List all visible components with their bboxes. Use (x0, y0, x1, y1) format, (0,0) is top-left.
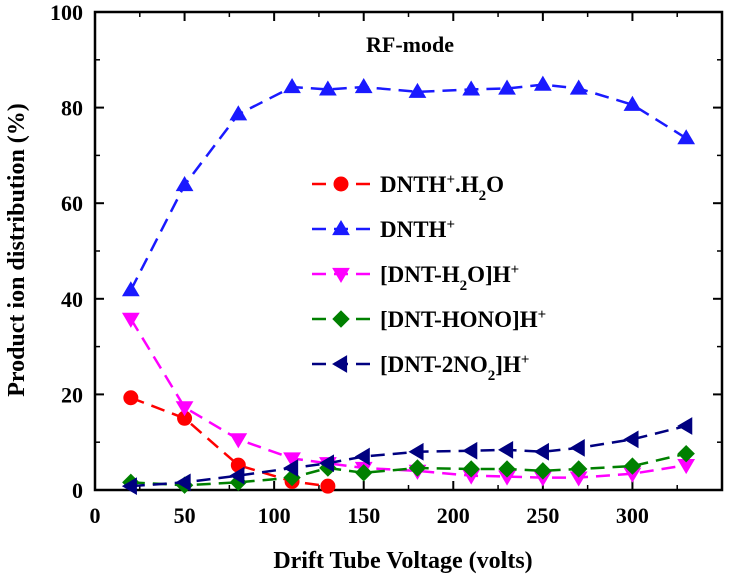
data-point-dnt-2no2-h (175, 473, 191, 492)
data-point-dnt-2no2-h (354, 447, 370, 466)
data-point-dnth (623, 95, 642, 111)
legend-marker-dnt-2no2-h (332, 355, 348, 373)
y-tick-label: 60 (61, 191, 83, 216)
data-point-dnth (175, 176, 194, 192)
data-point-dnt-hono-h (355, 464, 373, 482)
y-axis-label: Product ion distribution (%) (4, 103, 30, 397)
x-tick-label: 300 (616, 503, 649, 528)
data-point-dnt-hono-h (534, 462, 552, 480)
data-point-dnth (229, 105, 248, 121)
y-tick-label: 100 (50, 0, 83, 25)
legend-label: [DNT-HONO]H+ (380, 307, 546, 332)
y-tick-label: 80 (61, 96, 83, 121)
data-point-dnt-h2o-h (121, 312, 140, 328)
data-point-dnth-h2o (123, 390, 139, 406)
data-point-dnt-hono-h (677, 444, 695, 463)
data-point-dnt-2no2-h (318, 454, 334, 473)
series-line-dnth-h2o (130, 396, 329, 488)
y-tick-label: 20 (61, 382, 83, 407)
x-tick-label: 250 (526, 503, 559, 528)
x-tick-label: 0 (90, 503, 101, 528)
series-line-dnt-h2o-h (129, 318, 687, 479)
data-point-dnt-hono-h (623, 457, 642, 475)
data-point-dnt-h2o-h (229, 433, 248, 449)
data-point-dnt-2no2-h (462, 441, 478, 460)
data-point-dnt-2no2-h (498, 440, 514, 459)
data-point-dnt-h2o-h (175, 401, 194, 417)
data-point-dnth-h2o (320, 478, 336, 494)
data-point-dnt-2no2-h (229, 466, 245, 485)
data-point-dnt-hono-h (498, 460, 516, 478)
series-line-dnt-2no2-h (130, 424, 687, 488)
x-tick-label: 100 (258, 503, 291, 528)
legend-label: DNTH+.H2O (380, 172, 504, 204)
data-point-dnth (319, 80, 337, 96)
x-axis-label: Drift Tube Voltage (volts) (273, 548, 532, 574)
data-point-dnt-2no2-h (533, 442, 549, 461)
plot-area: 0 50 100 150 200 250 300 0 20 40 60 80 100 (50, 0, 724, 528)
legend-marker-dnth-h2o (333, 176, 349, 192)
data-point-dnth (677, 129, 696, 145)
data-point-dnth (569, 79, 588, 95)
data-point-dnt-hono-h (569, 460, 588, 478)
y-tick-label: 0 (72, 478, 83, 503)
legend-label: [DNT-2NO2]H+ (380, 352, 529, 384)
data-point-dnt-2no2-h (121, 477, 137, 496)
data-point-dnth (462, 80, 481, 96)
legend-marker-dnth (332, 220, 350, 236)
x-tick-label: 50 (174, 503, 196, 528)
data-point-dnth (408, 82, 427, 98)
legend-label: [DNT-H2O]H+ (380, 262, 519, 294)
data-point-dnt-hono-h (408, 459, 427, 477)
x-tick-label: 150 (347, 503, 380, 528)
data-point-dnt-2no2-h (408, 442, 424, 461)
data-point-dnt-2no2-h (283, 459, 299, 477)
data-point-dnth (121, 281, 140, 297)
data-point-dnth (533, 75, 552, 91)
chart-title: RF-mode (366, 32, 454, 57)
x-tick-label: 200 (437, 503, 470, 528)
data-point-dnt-h2o-h (283, 452, 301, 468)
legend-marker-dnt-hono-h (332, 310, 350, 328)
data-point-dnt-2no2-h (623, 430, 639, 449)
legend: DNTH+.H2O DNTH+ [DNT-H2O]H+ [DNT-HONO]H+ [DN… (312, 172, 546, 384)
y-tick-label: 40 (61, 287, 83, 312)
data-point-dnth (498, 79, 516, 95)
data-point-dnth (354, 78, 373, 94)
data-point-dnt-2no2-h (677, 417, 693, 435)
data-point-dnt-hono-h (462, 460, 480, 478)
data-point-dnth (283, 78, 301, 94)
legend-label: DNTH+ (380, 217, 455, 242)
data-point-dnt-2no2-h (569, 439, 585, 457)
legend-marker-dnt-h2o-h (332, 267, 350, 283)
